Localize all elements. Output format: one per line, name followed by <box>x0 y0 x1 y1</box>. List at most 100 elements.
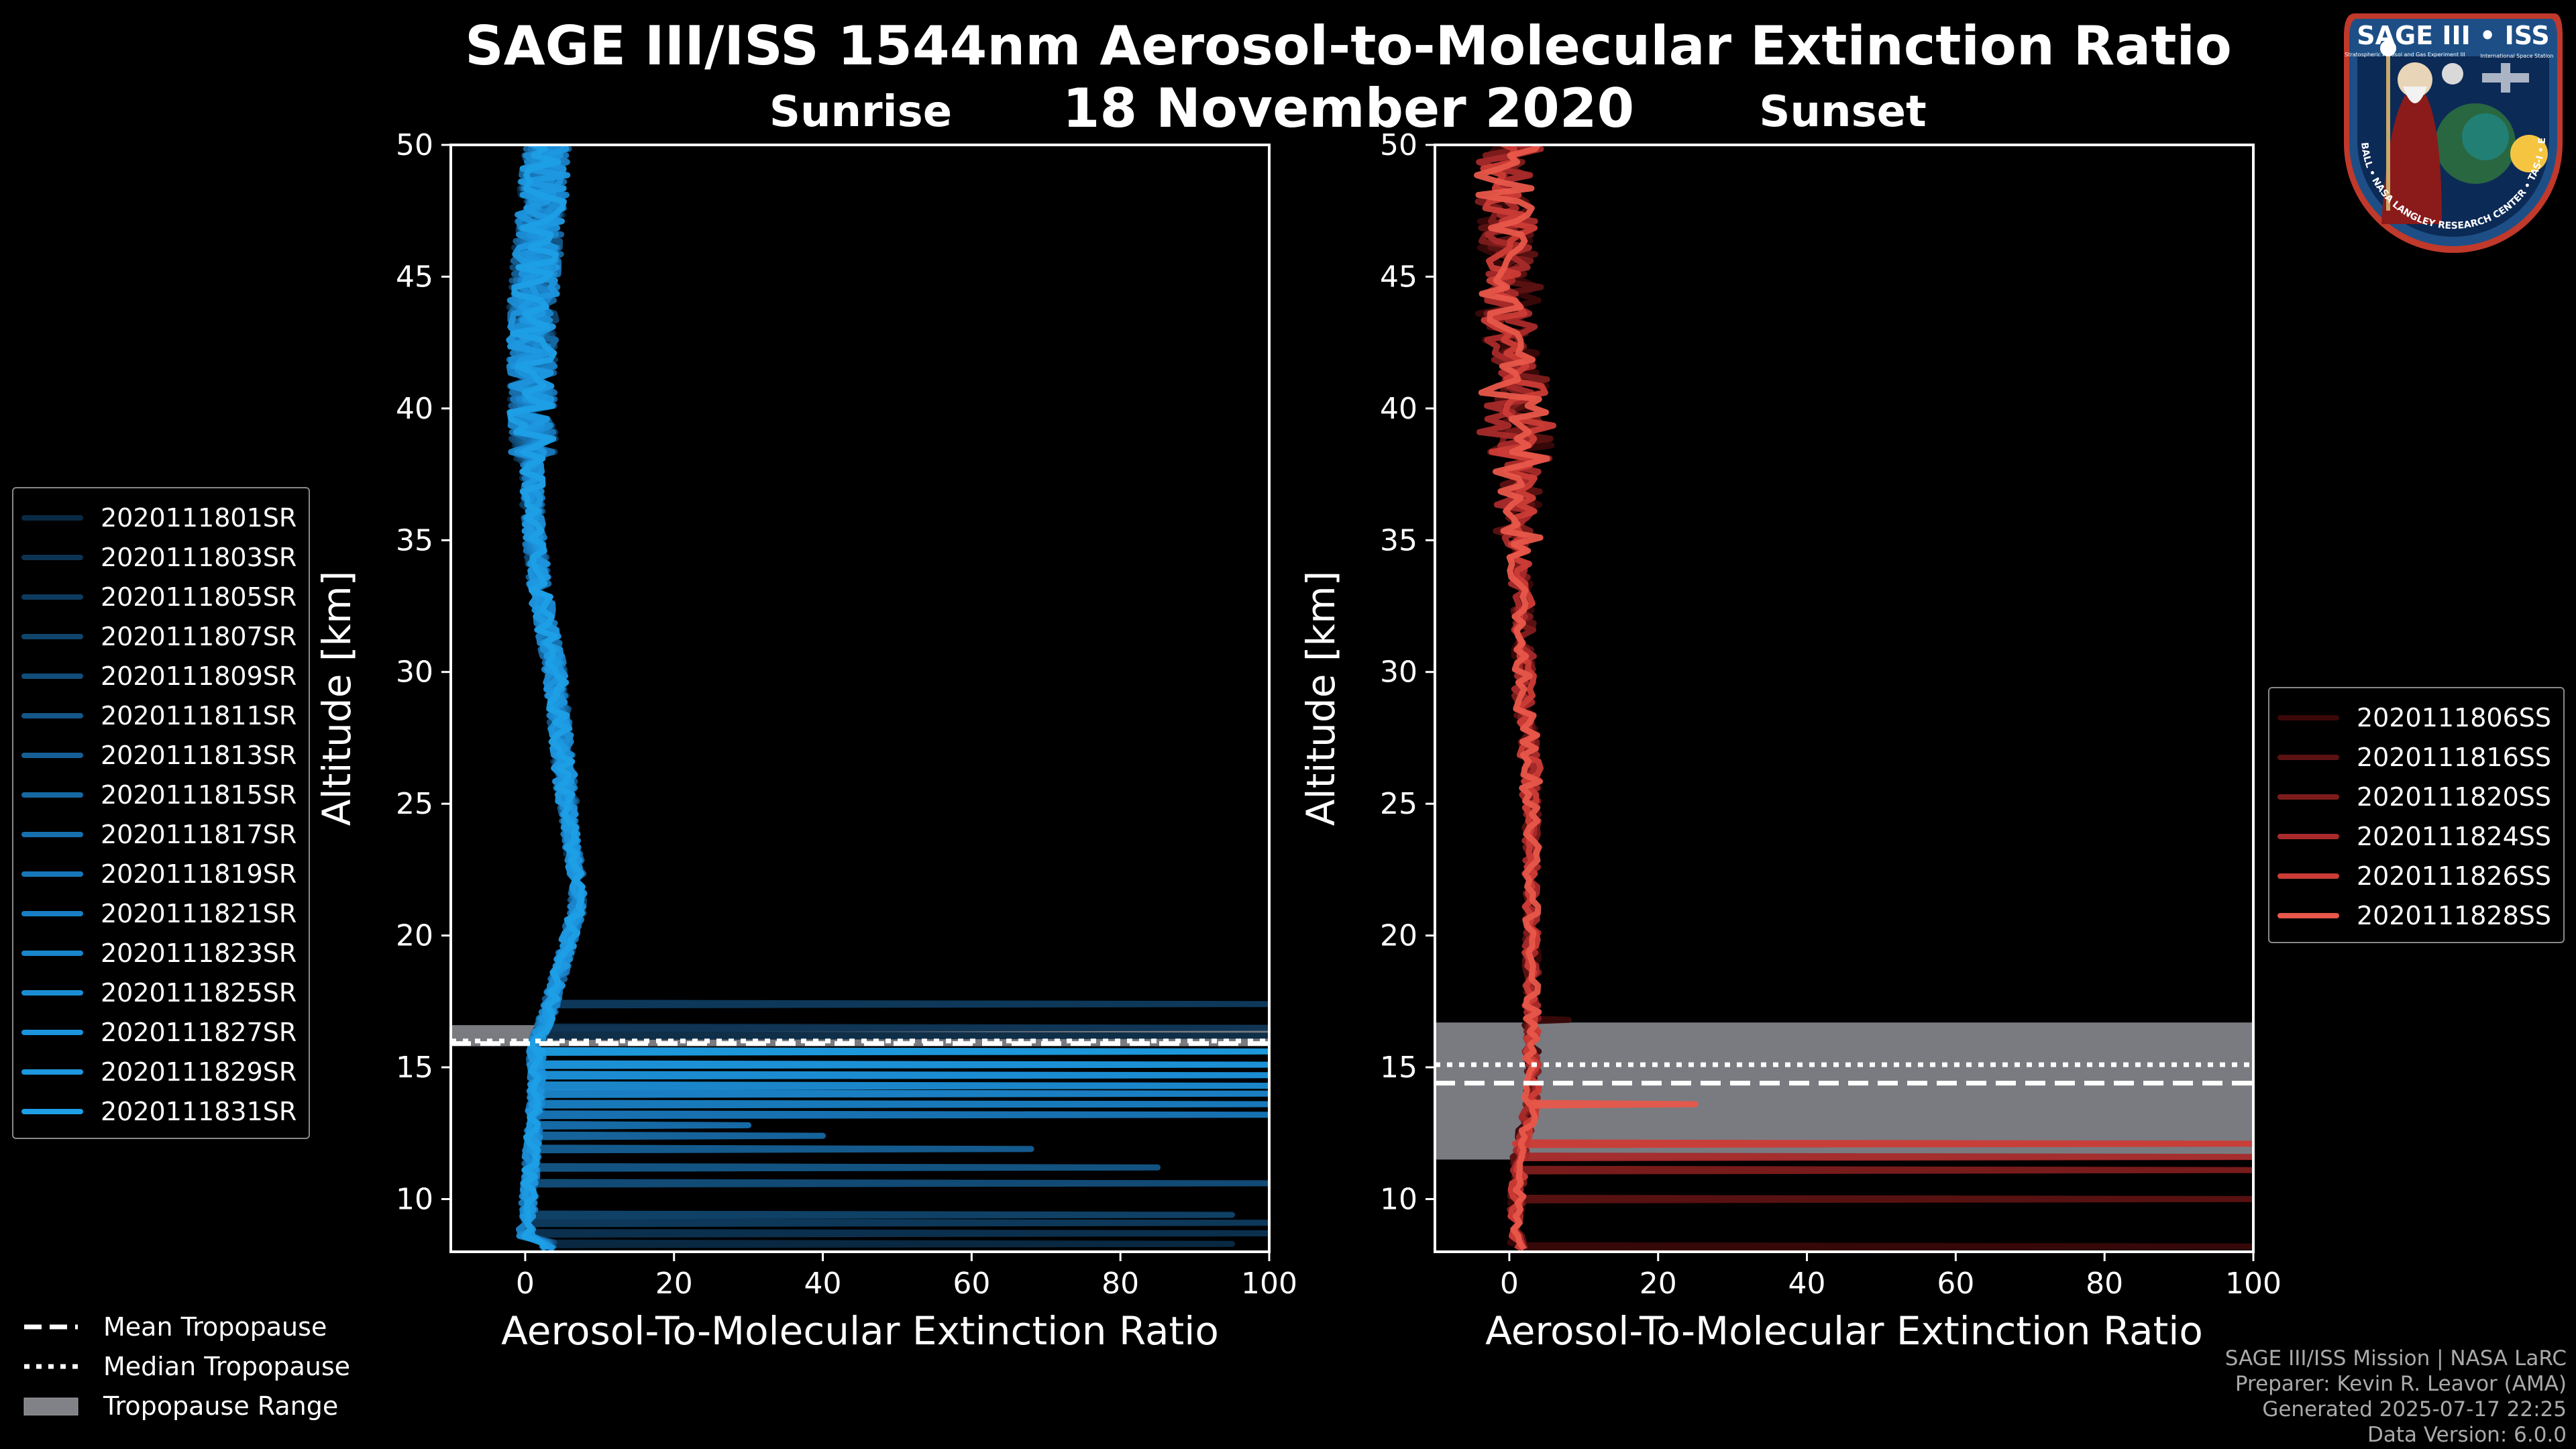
sunrise-legend-entry: 2020111803SR <box>21 537 297 577</box>
y-tick-label: 35 <box>396 523 433 557</box>
sunrise-legend-entry: 2020111831SR <box>21 1091 297 1131</box>
logo-subtitle-right: International Space Station <box>2481 53 2554 59</box>
x-axis-label: Aerosol-To-Molecular Extinction Ratio <box>1485 1308 2203 1354</box>
y-tick-label: 40 <box>1380 392 1417 426</box>
legend-line-swatch <box>21 515 83 521</box>
y-tick-label: 45 <box>1380 260 1417 294</box>
legend-label: 2020111827SR <box>101 1017 297 1047</box>
legend-line-swatch <box>2277 714 2339 720</box>
plot-frame <box>1434 144 2255 1253</box>
sunrise-legend-entry: 2020111825SR <box>21 973 297 1012</box>
sunrise-legend-entry: 2020111815SR <box>21 775 297 814</box>
y-tick-label: 35 <box>1380 523 1417 557</box>
legend-mean-tropopause: Mean Tropopause <box>23 1307 350 1346</box>
figure-date: 18 November 2020 <box>1062 77 1635 140</box>
legend-label: 2020111820SS <box>2357 782 2552 812</box>
sunrise-legend-entry: 2020111827SR <box>21 1012 297 1052</box>
x-tick-label: 80 <box>1102 1267 1139 1301</box>
sunset-panel: 0 20 40 60 80 100 10 15 20 25 30 35 40 45 50 Aerosol-To… <box>1298 128 2282 1354</box>
profile-line-2020111826SS <box>1480 145 2253 1251</box>
legend-line-swatch <box>21 633 83 639</box>
range-patch-icon <box>23 1397 78 1415</box>
legend-label: 2020111809SR <box>101 661 297 691</box>
legend-label: 2020111811SR <box>101 700 297 731</box>
credit-preparer: Preparer: Kevin R. Leavor (AMA) <box>2235 1372 2567 1396</box>
legend-label: 2020111824SS <box>2357 821 2552 851</box>
dashed-line-icon <box>24 1324 78 1329</box>
legend-label: 2020111803SR <box>101 542 297 572</box>
legend-label: 2020111826SS <box>2357 861 2552 891</box>
legend-label: 2020111806SS <box>2357 702 2552 733</box>
sunrise-legend-entry: 2020111801SR <box>21 498 297 537</box>
x-tick-label: 20 <box>655 1267 693 1301</box>
sunrise-legend-entry: 2020111811SR <box>21 696 297 735</box>
y-tick-label: 15 <box>396 1051 433 1085</box>
sunset-subtitle: Sunset <box>1759 87 1927 137</box>
legend-line-swatch <box>21 831 83 837</box>
sunrise-subtitle: Sunrise <box>769 87 953 137</box>
sunrise-legend-entry: 2020111805SR <box>21 577 297 616</box>
credit-mission: SAGE III/ISS Mission | NASA LaRC <box>2224 1346 2567 1371</box>
sunset-legend-entry: 2020111820SS <box>2277 777 2551 816</box>
legend-label: 2020111817SR <box>101 819 297 849</box>
tropopause-legend: Mean Tropopause Median Tropopause Tropop… <box>23 1307 350 1426</box>
profile-line-2020111828SS <box>1474 145 1699 1251</box>
figure-title: SAGE III/ISS 1544nm Aerosol-to-Molecular… <box>465 15 2232 77</box>
legend-label: 2020111805SR <box>101 582 297 612</box>
plot-area <box>1435 145 2253 1252</box>
legend-range-label: Tropopause Range <box>103 1391 339 1421</box>
sunrise-legend-entry: 2020111819SR <box>21 854 297 894</box>
legend-label: 2020111816SS <box>2357 742 2552 772</box>
x-tick-label: 60 <box>953 1267 990 1301</box>
y-tick-label: 50 <box>1380 128 1417 162</box>
legend-line-swatch <box>21 594 83 600</box>
x-tick-label: 20 <box>1640 1267 1677 1301</box>
credit-version: Data Version: 6.0.0 <box>2367 1423 2567 1447</box>
tropopause-range-band <box>1435 1022 2253 1160</box>
legend-label: 2020111807SR <box>101 621 297 651</box>
y-tick-label: 50 <box>396 128 433 162</box>
sunrise-legend-entry: 2020111823SR <box>21 933 297 973</box>
y-tick-label: 10 <box>396 1182 433 1216</box>
y-tick-label: 20 <box>1380 919 1417 953</box>
y-tick-label: 25 <box>396 787 433 821</box>
plot-frame <box>449 144 1271 1253</box>
legend-line-swatch <box>21 1069 83 1075</box>
sunrise-legend-entry: 2020111807SR <box>21 616 297 656</box>
y-axis-label: Altitude [km] <box>314 571 360 826</box>
legend-label: 2020111815SR <box>101 780 297 810</box>
legend-line-swatch <box>21 712 83 718</box>
sunset-legend-entry: 2020111806SS <box>2277 698 2551 737</box>
legend-label: 2020111828SS <box>2357 900 2552 930</box>
credits-block: SAGE III/ISS Mission | NASA LaRC Prepare… <box>2225 1346 2567 1448</box>
legend-line-swatch <box>21 950 83 956</box>
legend-label: 2020111801SR <box>101 502 297 533</box>
logo-subtitle: Stratospheric Aerosol and Gas Experiment… <box>2345 52 2465 58</box>
legend-line-swatch <box>2277 794 2339 800</box>
y-tick-label: 25 <box>1380 787 1417 821</box>
x-tick-label: 80 <box>2086 1267 2123 1301</box>
y-tick-label: 30 <box>1380 655 1417 690</box>
x-tick-label: 60 <box>1937 1267 1974 1301</box>
legend-label: 2020111821SR <box>101 898 297 928</box>
y-axis-label: Altitude [km] <box>1298 571 1344 826</box>
legend-line-swatch <box>2277 833 2339 839</box>
y-tick-label: 10 <box>1380 1182 1417 1216</box>
y-tick-label: 15 <box>1380 1051 1417 1085</box>
legend-line-swatch <box>21 989 83 996</box>
sage-iii-mission-logo: SAGE III • ISS Stratospheric Aerosol and… <box>2341 9 2563 253</box>
legend-line-swatch <box>2277 754 2339 760</box>
legend-line-swatch <box>21 752 83 758</box>
legend-line-swatch <box>21 1108 83 1114</box>
sunrise-panel: 0 20 40 60 80 100 10 15 20 25 30 35 40 45 50 Aerosol-To… <box>314 128 1297 1354</box>
x-tick-label: 40 <box>1788 1267 1826 1301</box>
logo-title: SAGE III • ISS <box>2357 21 2550 50</box>
sunset-legend-entry: 2020111826SS <box>2277 856 2551 896</box>
legend-label: 2020111829SR <box>101 1057 297 1087</box>
profile-line-2020111827SR <box>506 145 1269 1251</box>
y-tick-label: 45 <box>396 260 433 294</box>
x-tick-label: 100 <box>2225 1267 2282 1301</box>
credit-generated: Generated 2025-07-17 22:25 <box>2262 1397 2567 1421</box>
legend-tropopause-range: Tropopause Range <box>23 1386 350 1426</box>
